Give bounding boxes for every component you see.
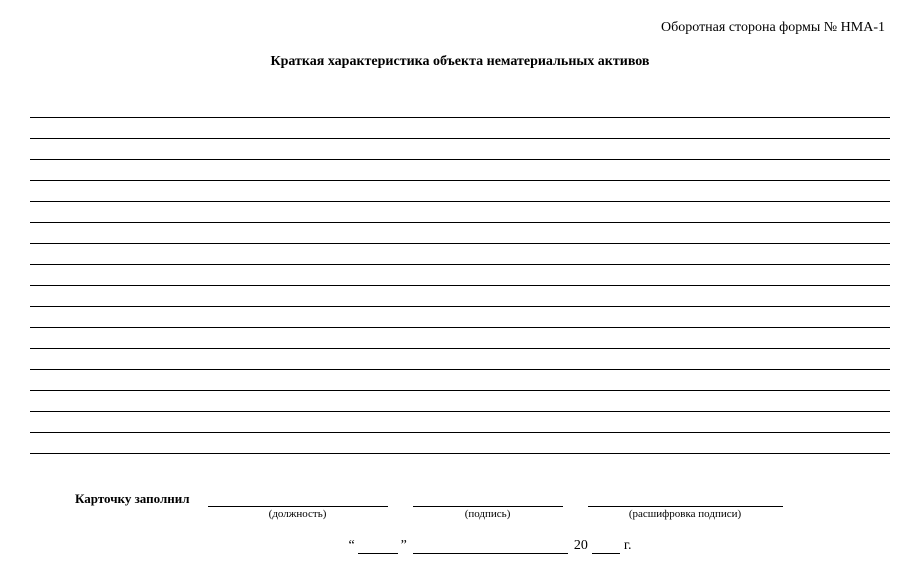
sign-sublabel: (подпись) <box>465 508 511 520</box>
position-underline[interactable] <box>208 489 388 507</box>
date-month-underline[interactable] <box>413 538 568 554</box>
writing-line[interactable] <box>30 161 890 181</box>
writing-line[interactable] <box>30 413 890 433</box>
date-year-suffix: г. <box>624 538 632 554</box>
writing-line[interactable] <box>30 203 890 223</box>
position-sublabel: (должность) <box>269 508 327 520</box>
writing-line[interactable] <box>30 182 890 202</box>
description-lines-area <box>30 98 890 454</box>
date-day-underline[interactable] <box>358 538 398 554</box>
writing-line[interactable] <box>30 308 890 328</box>
signature-field-position: (должность) <box>208 489 388 520</box>
right-quote: ” <box>401 538 407 554</box>
writing-line[interactable] <box>30 224 890 244</box>
signature-row: Карточку заполнил (должность) (подпись) … <box>75 489 890 520</box>
name-sublabel: (расшифровка подписи) <box>629 508 741 520</box>
writing-line[interactable] <box>30 266 890 286</box>
writing-line[interactable] <box>30 392 890 412</box>
writing-line[interactable] <box>30 287 890 307</box>
sign-underline[interactable] <box>413 489 563 507</box>
writing-line[interactable] <box>30 434 890 454</box>
form-reference: Оборотная сторона формы № НМА-1 <box>30 20 890 36</box>
signature-field-sign: (подпись) <box>413 489 563 520</box>
writing-line[interactable] <box>30 350 890 370</box>
date-century: 20 <box>574 538 588 554</box>
signature-field-name: (расшифровка подписи) <box>588 489 783 520</box>
document-title: Краткая характеристика объекта нематериа… <box>30 54 890 70</box>
writing-line[interactable] <box>30 119 890 139</box>
left-quote: “ <box>348 538 354 554</box>
signature-label: Карточку заполнил <box>75 489 190 507</box>
writing-line[interactable] <box>30 140 890 160</box>
date-year-underline[interactable] <box>592 538 620 554</box>
writing-line[interactable] <box>30 245 890 265</box>
writing-line[interactable] <box>30 98 890 118</box>
writing-line[interactable] <box>30 329 890 349</box>
writing-line[interactable] <box>30 371 890 391</box>
date-row: “ ” 20 г. <box>90 538 890 554</box>
name-underline[interactable] <box>588 489 783 507</box>
